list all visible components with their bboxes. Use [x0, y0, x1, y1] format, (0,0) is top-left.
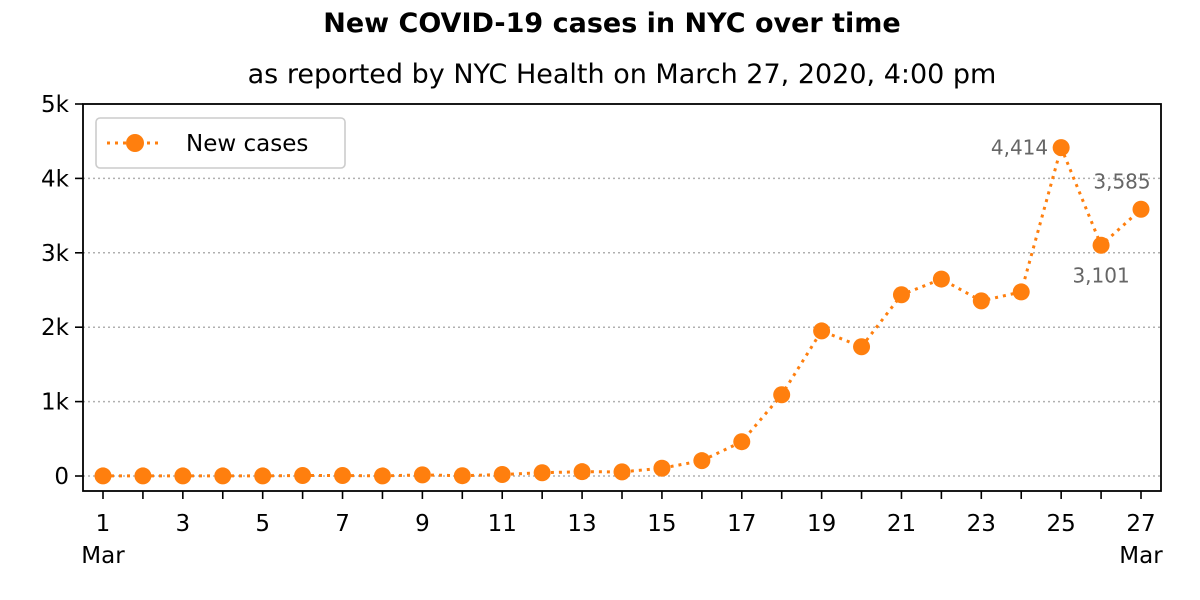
data-point — [94, 467, 112, 485]
series-line — [103, 146, 1143, 478]
legend-marker-new-cases — [126, 134, 144, 152]
data-point — [533, 464, 551, 482]
data-point — [653, 459, 671, 477]
x-month-label: Mar — [1119, 543, 1163, 569]
x-tick-label: 3 — [176, 511, 191, 537]
data-point — [1012, 283, 1030, 301]
data-point — [932, 270, 950, 288]
x-tick-label: 21 — [887, 511, 916, 537]
data-label: 4,414 — [991, 136, 1048, 160]
chart-title: New COVID-19 cases in NYC over time — [323, 8, 901, 39]
data-point — [733, 433, 751, 451]
x-tick-label: 15 — [647, 511, 676, 537]
series-new-cases — [94, 139, 1150, 485]
data-point — [214, 467, 232, 485]
x-month-label: Mar — [81, 543, 125, 569]
data-labels: 4,414 3,101 3,585 — [991, 136, 1151, 288]
data-point — [334, 466, 352, 484]
x-tick-label: 5 — [255, 511, 270, 537]
x-tick-label: 11 — [488, 511, 517, 537]
data-point — [373, 467, 391, 485]
data-point — [853, 338, 871, 356]
legend-box — [95, 117, 346, 169]
x-tick-label: 27 — [1126, 511, 1155, 537]
data-point — [1132, 200, 1150, 218]
chart-subtitle: as reported by NYC Health on March 27, 2… — [247, 59, 997, 90]
y-tick-label: 0 — [54, 464, 69, 490]
x-tick-label: 17 — [727, 511, 756, 537]
data-point — [294, 466, 312, 484]
data-point — [134, 467, 152, 485]
y-tick-label: 4k — [41, 166, 70, 192]
data-point — [613, 463, 631, 481]
data-point — [1092, 236, 1110, 254]
data-point — [413, 466, 431, 484]
legend: New cases — [95, 117, 346, 169]
x-tick-label: 9 — [415, 511, 430, 537]
y-tick-label: 5k — [41, 92, 70, 118]
data-point — [174, 467, 192, 485]
y-tick-label: 3k — [41, 241, 70, 267]
data-label: 3,101 — [1072, 263, 1129, 287]
data-point — [972, 292, 990, 310]
data-point — [493, 466, 511, 484]
data-point — [892, 286, 910, 304]
x-tick-label: 1 — [96, 511, 111, 537]
data-point — [573, 463, 591, 481]
x-tick-label: 25 — [1047, 511, 1076, 537]
grid-lines — [83, 177, 1161, 477]
x-tick-label: 23 — [967, 511, 996, 537]
y-tick-label: 1k — [41, 390, 70, 416]
x-tick-label: 7 — [335, 511, 350, 537]
data-point — [693, 452, 711, 470]
x-tick-label: 13 — [567, 511, 596, 537]
data-point — [813, 322, 831, 340]
y-tick-label: 2k — [41, 315, 70, 341]
legend-label-new-cases: New cases — [186, 131, 308, 157]
data-point — [1052, 139, 1070, 157]
x-tick-label: 19 — [807, 511, 836, 537]
data-label: 3,585 — [1093, 169, 1150, 193]
data-point — [254, 467, 272, 485]
data-point — [453, 467, 471, 485]
data-point — [773, 386, 791, 404]
